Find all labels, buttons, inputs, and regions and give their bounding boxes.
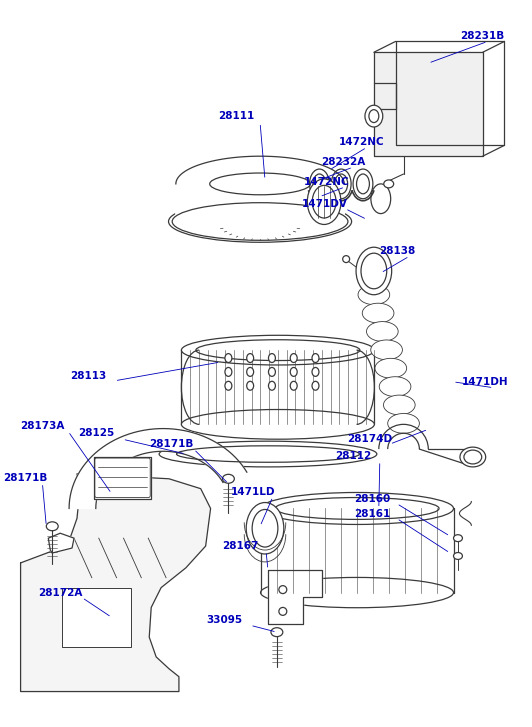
Ellipse shape (261, 492, 453, 524)
Ellipse shape (290, 382, 297, 390)
Text: 28160: 28160 (354, 494, 390, 504)
Ellipse shape (222, 474, 234, 483)
Ellipse shape (384, 180, 394, 188)
Polygon shape (374, 52, 483, 156)
Ellipse shape (371, 340, 402, 360)
Ellipse shape (375, 358, 406, 378)
Ellipse shape (388, 414, 419, 433)
Ellipse shape (361, 253, 387, 289)
Text: 1471LD: 1471LD (230, 486, 275, 497)
Ellipse shape (453, 553, 462, 560)
Ellipse shape (246, 502, 284, 554)
Ellipse shape (453, 534, 462, 542)
Ellipse shape (384, 395, 415, 415)
Text: 1471DV: 1471DV (302, 198, 347, 209)
Ellipse shape (279, 586, 287, 593)
Ellipse shape (181, 409, 375, 439)
Polygon shape (176, 156, 344, 222)
Text: 28125: 28125 (78, 428, 114, 438)
Ellipse shape (290, 367, 297, 377)
Ellipse shape (367, 321, 398, 342)
Ellipse shape (247, 382, 254, 390)
Ellipse shape (312, 382, 319, 390)
Ellipse shape (261, 577, 453, 608)
Text: 28111: 28111 (219, 111, 255, 121)
Ellipse shape (312, 367, 319, 377)
Ellipse shape (269, 367, 276, 377)
Ellipse shape (312, 185, 336, 218)
Ellipse shape (362, 303, 394, 323)
Ellipse shape (252, 510, 278, 547)
Polygon shape (268, 570, 322, 624)
Ellipse shape (310, 169, 329, 198)
Ellipse shape (312, 353, 319, 363)
Ellipse shape (335, 174, 347, 194)
Ellipse shape (331, 169, 351, 198)
Text: 1472NC: 1472NC (304, 177, 349, 187)
Text: 28167: 28167 (222, 541, 259, 551)
Polygon shape (21, 474, 211, 691)
Polygon shape (396, 41, 504, 145)
Text: 33095: 33095 (206, 615, 243, 625)
Ellipse shape (460, 447, 486, 467)
Polygon shape (94, 457, 151, 499)
Ellipse shape (353, 169, 373, 198)
Ellipse shape (181, 335, 375, 365)
Ellipse shape (225, 367, 232, 377)
Ellipse shape (159, 441, 377, 467)
Ellipse shape (269, 382, 276, 390)
Text: 28232A: 28232A (321, 157, 365, 167)
Polygon shape (69, 429, 247, 508)
Text: 28112: 28112 (335, 451, 371, 461)
Ellipse shape (46, 522, 58, 531)
Ellipse shape (271, 627, 283, 637)
Polygon shape (48, 533, 74, 553)
Ellipse shape (464, 450, 481, 464)
Ellipse shape (356, 174, 369, 194)
Text: 1472NC: 1472NC (339, 137, 385, 148)
Text: 28138: 28138 (379, 246, 415, 256)
Ellipse shape (369, 110, 379, 123)
Text: 28231B: 28231B (460, 31, 504, 41)
Ellipse shape (225, 353, 232, 363)
Text: 28171B: 28171B (149, 439, 194, 449)
Ellipse shape (379, 377, 411, 396)
Text: 28173A: 28173A (21, 422, 65, 431)
Ellipse shape (279, 608, 287, 615)
Ellipse shape (247, 353, 254, 363)
Ellipse shape (313, 174, 326, 194)
Ellipse shape (290, 353, 297, 363)
Text: 28172A: 28172A (38, 587, 83, 598)
Ellipse shape (358, 285, 390, 305)
Ellipse shape (269, 353, 276, 363)
Text: 28161: 28161 (354, 510, 390, 519)
Text: 28113: 28113 (70, 371, 106, 381)
Ellipse shape (307, 179, 341, 225)
Ellipse shape (365, 105, 383, 127)
Text: 1471DH: 1471DH (462, 377, 509, 387)
Ellipse shape (356, 247, 392, 294)
Ellipse shape (247, 367, 254, 377)
Text: 28171B: 28171B (3, 473, 47, 483)
Text: 28174D: 28174D (347, 434, 392, 444)
Ellipse shape (225, 382, 232, 390)
Ellipse shape (371, 184, 390, 214)
Ellipse shape (343, 256, 350, 262)
Ellipse shape (169, 201, 352, 242)
Polygon shape (62, 587, 131, 647)
